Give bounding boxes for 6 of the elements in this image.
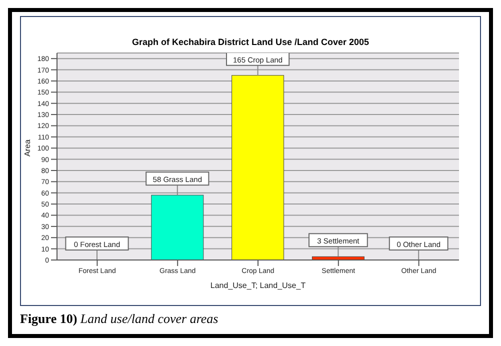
bar bbox=[151, 194, 204, 260]
caption: Figure 10) Land use/land cover areas bbox=[20, 311, 218, 326]
y-axis-title: Area bbox=[22, 139, 32, 156]
chart-title: Graph of Kechabira District Land Use /Land Cover 2005 bbox=[130, 37, 370, 47]
bar bbox=[232, 75, 284, 260]
x-axis-title: Land_Use_T; Land_Use_T bbox=[210, 281, 306, 290]
